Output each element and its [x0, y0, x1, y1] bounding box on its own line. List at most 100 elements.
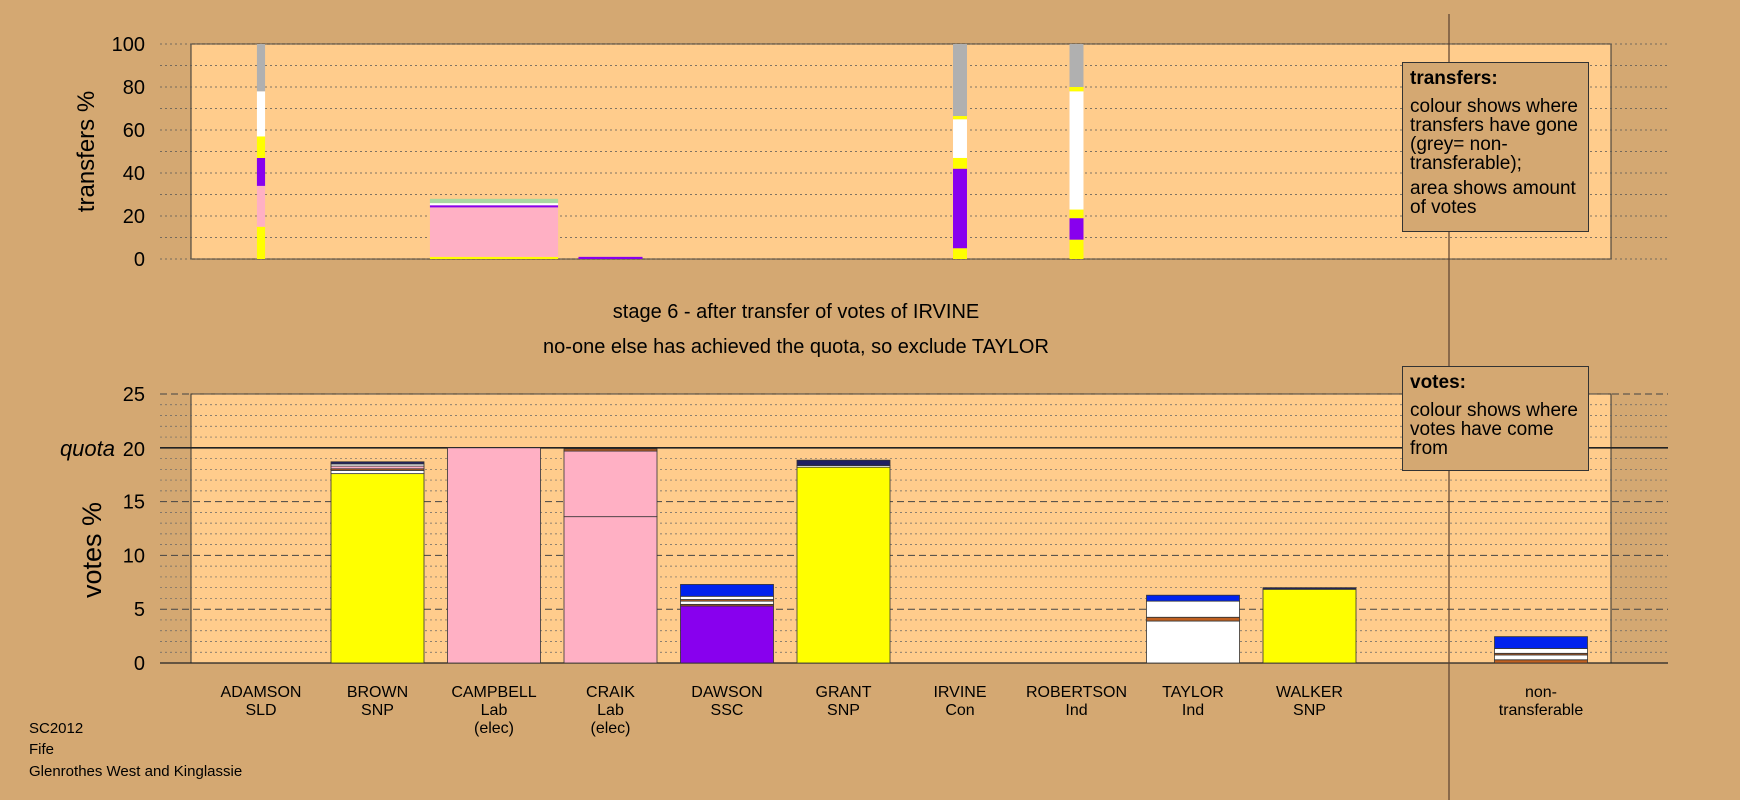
votes-bar-segment: [1262, 587, 1357, 590]
votes-bar-segment: [1494, 648, 1588, 654]
votes-bar-segment: [796, 466, 891, 664]
votes-plot-area: [190, 393, 1612, 664]
transfers-bar-segment: [953, 248, 967, 259]
candidate-label: SNP: [361, 702, 394, 719]
footer-election: SC2012: [29, 720, 84, 737]
votes-bar-segment: [563, 448, 658, 452]
transfers-bar-segment: [1069, 44, 1084, 87]
transfers-bar-segment: [256, 185, 266, 227]
votes-y-tick-label: 10: [123, 545, 145, 567]
transfers-bar-segment: [429, 198, 559, 204]
candidate-label: TAYLOR: [1162, 684, 1224, 701]
votes-bar-segment: [1494, 654, 1588, 661]
votes-bar-segment: [1146, 600, 1240, 618]
transfers-bar-segment: [256, 226, 266, 259]
candidate-label: GRANT: [816, 684, 872, 701]
transfers-bar-segment: [429, 207, 559, 257]
votes-bar-segment: [1494, 659, 1588, 664]
transfers-y-axis-label: transfers %: [73, 91, 100, 212]
votes-bar-segment: [563, 516, 658, 664]
votes-legend-text: colour shows where votes have come from: [1410, 400, 1578, 459]
votes-bar-segment: [1146, 616, 1240, 622]
transfers-bar-segment: [953, 168, 967, 249]
candidate-label: (elec): [474, 720, 514, 737]
transfers-bar-segment: [256, 136, 266, 158]
candidate-label: SNP: [827, 702, 860, 719]
candidate-label: SSC: [711, 702, 744, 719]
votes-bar-segment: [330, 465, 425, 470]
transfers-bar-segment: [953, 116, 967, 120]
transfers-chart: 0 20 40 60 80 100 transfers %: [73, 34, 1668, 271]
transfers-y-tick-label: 80: [123, 77, 145, 99]
transfers-legend-text-2: area shows amount of votes: [1410, 178, 1576, 218]
candidate-label: Con: [945, 702, 974, 719]
transfers-bar-segment: [1069, 87, 1084, 92]
transfers-bar-segment: [1069, 218, 1084, 240]
transfers-bar-segment: [256, 91, 266, 137]
votes-bar-segment: [680, 584, 774, 597]
votes-y-tick-label: 5: [134, 599, 145, 621]
votes-bar-segment: [330, 469, 425, 475]
votes-bar-segment: [330, 461, 425, 465]
votes-bar-segment: [563, 450, 658, 518]
votes-bar-segment: [330, 473, 425, 664]
footer-council: Fife: [29, 741, 55, 758]
votes-bar-segment: [1146, 594, 1240, 602]
transfers-bar-segment: [953, 44, 967, 117]
transfers-bar-segment: [429, 205, 559, 208]
candidate-label: Lab: [597, 702, 624, 719]
transfers-legend-title: transfers:: [1410, 68, 1498, 89]
candidate-label: BROWN: [347, 684, 408, 701]
transfers-bar-segment: [953, 157, 967, 169]
transfers-bar-segment: [1069, 239, 1084, 259]
candidate-label: SLD: [245, 702, 276, 719]
transfers-legend: transfers: colour shows where transfers …: [1402, 62, 1589, 232]
votes-legend-title: votes:: [1410, 372, 1466, 393]
transfers-bar-segment: [578, 256, 643, 259]
stage-title: stage 6 - after transfer of votes of IRV…: [613, 301, 979, 323]
candidate-label: CRAIK: [586, 684, 635, 701]
candidate-label: Ind: [1065, 702, 1087, 719]
transfers-bar-segment: [256, 157, 266, 186]
candidate-label: SNP: [1293, 702, 1326, 719]
votes-y-tick-label: 20: [123, 439, 145, 461]
non-transferable-label: non-: [1525, 684, 1557, 701]
transfers-bar-segment: [1069, 209, 1084, 219]
transfers-bar-segment: [429, 256, 559, 259]
transfers-bar-segment: [1069, 91, 1084, 210]
transfers-bar-segment: [953, 119, 967, 158]
votes-legend: votes: colour shows where votes have com…: [1402, 366, 1589, 471]
candidate-label: Ind: [1182, 702, 1204, 719]
votes-bar-segment: [680, 600, 774, 605]
transfers-bar-segment: [429, 203, 559, 206]
votes-bar-segment: [680, 605, 774, 664]
transfers-y-tick-label: 100: [112, 34, 145, 56]
transfers-legend-text-1: colour shows where transfers have gone (…: [1410, 96, 1578, 174]
candidate-label: ROBERTSON: [1026, 684, 1127, 701]
candidate-label: WALKER: [1276, 684, 1343, 701]
candidate-label: IRVINE: [933, 684, 986, 701]
candidate-label: (elec): [590, 720, 630, 737]
non-transferable-label: transferable: [1499, 702, 1584, 719]
votes-bar-segment: [447, 447, 541, 664]
votes-bar-segment: [1494, 636, 1588, 649]
candidate-label: DAWSON: [691, 684, 762, 701]
votes-y-axis-label: votes %: [77, 502, 107, 598]
votes-y-tick-label: 15: [123, 492, 145, 514]
transfers-y-tick-label: 40: [123, 163, 145, 185]
candidate-label: Lab: [481, 702, 508, 719]
candidate-label: ADAMSON: [221, 684, 302, 701]
votes-y-tick-label: 25: [123, 384, 145, 406]
transfers-bar-segment: [256, 44, 266, 92]
transfers-y-tick-label: 60: [123, 120, 145, 142]
stage-subtitle: no-one else has achieved the quota, so e…: [543, 336, 1049, 358]
candidate-label: CAMPBELL: [451, 684, 536, 701]
votes-bar-segment: [796, 459, 891, 466]
votes-bar-segment: [680, 595, 774, 600]
transfers-y-tick-label: 20: [123, 206, 145, 228]
votes-bar-segment: [1146, 620, 1240, 664]
quota-label: quota: [60, 436, 115, 461]
votes-bar-segment: [1262, 588, 1357, 664]
